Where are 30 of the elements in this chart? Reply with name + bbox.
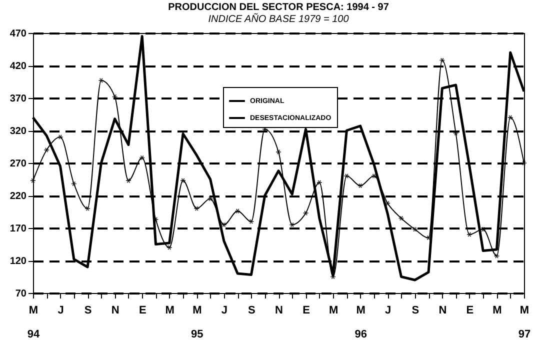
y-tick-label: 470 <box>10 28 27 40</box>
x-tick-label: S <box>248 304 256 316</box>
chart-title: PRODUCCION DEL SECTOR PESCA: 1994 - 97 <box>168 2 390 13</box>
y-tick-label: 370 <box>10 94 27 104</box>
y-tick-label: 70 <box>15 288 27 300</box>
x-tick-label: M 96 <box>354 304 367 340</box>
x-tick-label: M <box>328 304 338 316</box>
y-tick-label: 170 <box>10 224 27 234</box>
x-tick-label: S <box>84 304 92 316</box>
x-tick-label: N <box>111 304 120 316</box>
x-tick-label: N <box>438 304 447 316</box>
x-tick-label: J <box>385 304 392 316</box>
x-tick-label: S <box>412 304 420 316</box>
x-tick-label: M 97 <box>518 304 531 340</box>
y-tick-label: 420 <box>10 61 27 72</box>
x-tick-label: E <box>302 304 310 316</box>
x-tick-label: E <box>466 304 474 316</box>
x-tick-label: N <box>275 304 284 316</box>
y-tick-label: 120 <box>10 256 27 267</box>
x-tick-label: J <box>221 304 228 316</box>
y-tick-label: 270 <box>10 158 27 170</box>
y-tick-label: 220 <box>10 191 27 202</box>
y-tick-label: 320 <box>10 126 27 137</box>
chart-subtitle: INDICE AÑO BASE 1979 = 100 <box>208 13 350 25</box>
x-tick-label: J <box>58 304 64 316</box>
x-tick-label: M 94 <box>27 304 40 340</box>
x-tick-label: M <box>165 304 174 316</box>
x-tick-label: M 95 <box>191 304 204 340</box>
x-tick-label: M <box>492 304 502 316</box>
x-tick-label: E <box>138 304 146 316</box>
